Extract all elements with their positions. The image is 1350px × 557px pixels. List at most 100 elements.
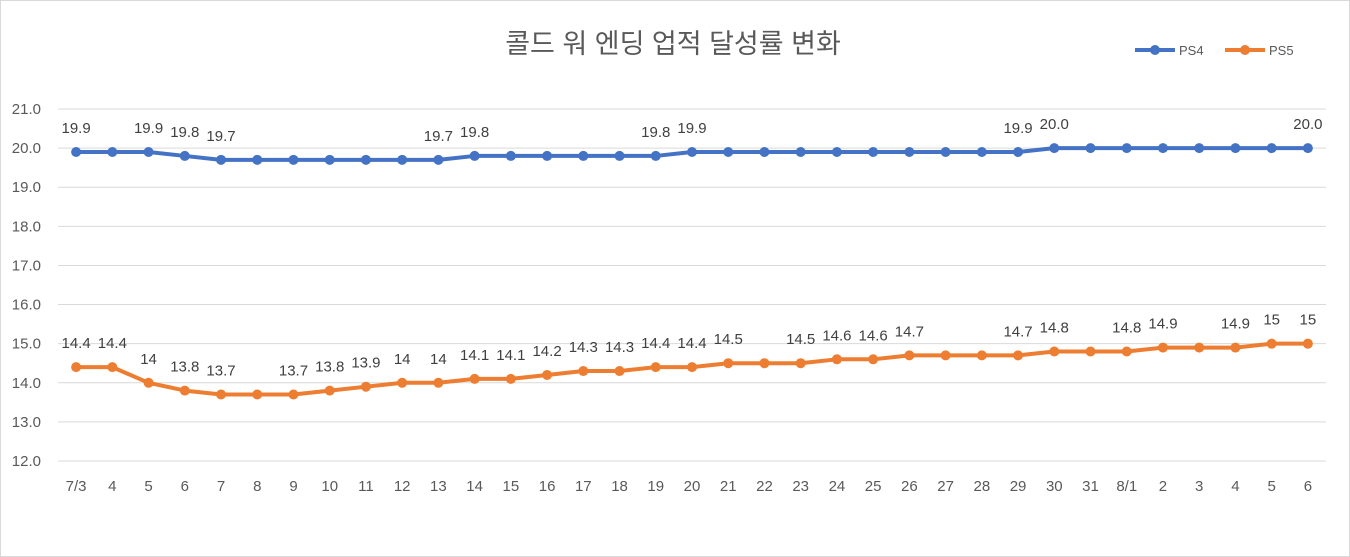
ps4-data-point [143, 147, 154, 158]
ps4-data-point [940, 147, 951, 158]
y-tick-label: 16.0 [12, 297, 41, 314]
ps4-data-point [831, 147, 842, 158]
ps4-data-point [1085, 143, 1096, 154]
x-tick-label: 2 [1159, 478, 1167, 495]
ps5-data-point [831, 354, 842, 365]
ps4-data-point [397, 154, 408, 165]
ps4-data-point [1194, 143, 1205, 154]
x-tick-label: 24 [829, 478, 846, 495]
ps5-data-label: 14.1 [460, 347, 489, 364]
ps5-data-point [1157, 342, 1168, 353]
ps5-data-label: 14.2 [532, 343, 561, 360]
x-tick-label: 8 [253, 478, 261, 495]
ps5-data-point [687, 362, 697, 373]
ps5-data-label: 14.6 [859, 327, 888, 344]
ps5-data-point [179, 385, 190, 396]
ps5-data-label: 13.8 [170, 359, 199, 376]
ps4-data-point [360, 154, 371, 165]
ps5-data-point [578, 366, 589, 377]
ps5-data-point [433, 377, 444, 388]
ps5-data-label: 14 [140, 351, 157, 368]
ps4-data-label: 19.7 [206, 128, 235, 145]
x-tick-label: 8/1 [1116, 478, 1137, 495]
ps4-data-label: 19.9 [134, 120, 163, 137]
ps4-data-point [723, 147, 734, 158]
ps5-data-label: 13.7 [279, 363, 308, 380]
ps5-data-point [614, 366, 625, 377]
ps5-data-point [216, 389, 227, 400]
x-tick-label: 18 [611, 478, 628, 495]
ps5-data-label: 14.7 [895, 323, 924, 340]
y-tick-label: 13.0 [12, 414, 41, 431]
x-tick-label: 27 [937, 478, 954, 495]
ps5-data-label: 15 [1300, 312, 1317, 329]
x-tick-label: 29 [1010, 478, 1027, 495]
ps4-data-point [252, 154, 263, 165]
x-tick-label: 4 [108, 478, 116, 495]
ps5-data-point [1049, 346, 1060, 357]
ps4-data-point [1266, 143, 1277, 154]
ps5-data-point [143, 377, 154, 388]
ps5-data-label: 14.4 [98, 335, 127, 352]
ps4-data-point [904, 147, 915, 158]
series-layer [71, 143, 1313, 400]
ps4-data-point [1049, 143, 1060, 154]
x-tick-label: 30 [1046, 478, 1063, 495]
y-tick-label: 21.0 [12, 101, 41, 118]
ps4-data-point [179, 150, 190, 161]
x-tick-label: 16 [539, 478, 556, 495]
ps5-data-label: 14 [430, 351, 447, 368]
ps5-data-point [505, 373, 516, 384]
ps5-data-label: 14.1 [496, 347, 525, 364]
ps5-data-label: 14.9 [1221, 316, 1250, 333]
x-tick-label: 5 [144, 478, 152, 495]
y-tick-label: 18.0 [12, 218, 41, 235]
ps4-data-point [542, 150, 553, 161]
y-tick-label: 12.0 [12, 453, 41, 470]
ps5-legend-label: PS5 [1269, 43, 1294, 58]
x-tick-label: 7/3 [66, 478, 87, 495]
ps4-data-point [976, 147, 987, 158]
ps5-data-point [1302, 338, 1313, 349]
ps5-data-point [1085, 346, 1096, 357]
ps4-data-label: 19.7 [424, 128, 453, 145]
ps5-data-label: 13.8 [315, 359, 344, 376]
ps4-data-label: 19.8 [641, 124, 670, 141]
ps4-data-point [288, 154, 299, 165]
ps5-data-point [723, 358, 734, 369]
x-tick-label: 15 [503, 478, 520, 495]
ps4-data-point [107, 147, 118, 158]
x-tick-label: 20 [684, 478, 701, 495]
ps4-data-label: 19.9 [1003, 120, 1032, 137]
ps5-data-point [397, 377, 408, 388]
x-tick-label: 28 [973, 478, 990, 495]
ps4-data-point [324, 154, 335, 165]
ps4-data-label: 20.0 [1293, 116, 1322, 133]
ps5-data-point [107, 362, 118, 373]
ps4-data-point [433, 154, 444, 165]
y-axis-ticks: 12.0 13.0 14.0 15.0 16.0 17.0 18.0 19.0 20.0 21.0 [12, 101, 41, 470]
ps4-data-point [759, 147, 770, 158]
x-tick-label: 12 [394, 478, 411, 495]
chart-title: 콜드 워 엔딩 업적 달성률 변화 [505, 29, 841, 59]
ps5-data-point [542, 369, 553, 380]
x-tick-label: 9 [289, 478, 297, 495]
ps5-data-point [469, 373, 480, 384]
ps5-data-point [1121, 346, 1132, 357]
ps5-data-label: 14 [394, 351, 411, 368]
x-tick-label: 4 [1231, 478, 1239, 495]
ps4-data-point [505, 150, 516, 161]
ps4-data-point [614, 150, 625, 161]
ps4-legend-label: PS4 [1179, 43, 1204, 58]
ps5-data-point [252, 389, 263, 400]
ps5-data-point [1194, 342, 1205, 353]
ps4-data-point [687, 147, 697, 158]
ps5-data-label: 14.7 [1003, 323, 1032, 340]
ps5-data-point [360, 381, 371, 392]
ps5-data-label: 13.7 [206, 363, 235, 380]
ps5-data-label: 14.8 [1112, 319, 1141, 336]
legend: PS4 PS5 [1135, 43, 1294, 58]
ps4-legend-marker [1150, 45, 1160, 55]
ps5-data-label: 15 [1263, 312, 1280, 329]
